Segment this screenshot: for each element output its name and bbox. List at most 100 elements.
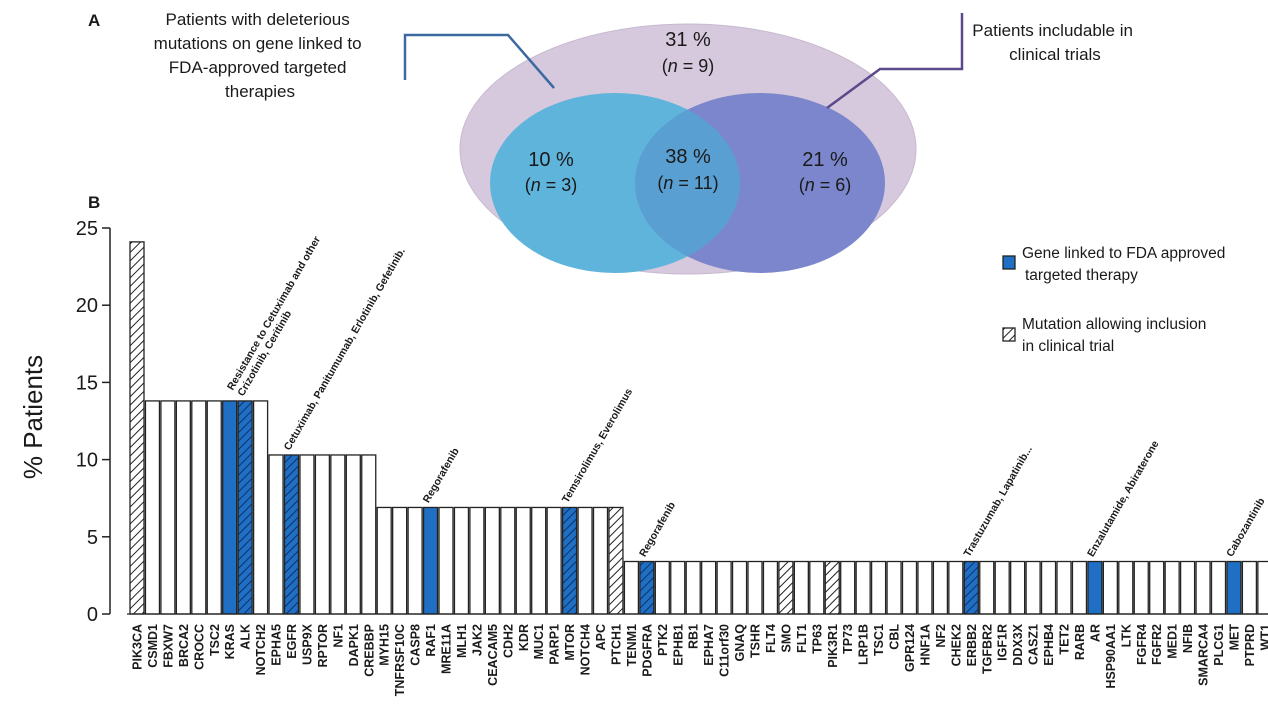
- x-tick-label: TSC1: [872, 624, 886, 656]
- y-tick-label: 15: [76, 372, 98, 394]
- bar-ptk2: [654, 560, 670, 615]
- annotation-text: Regorafenib: [421, 446, 462, 505]
- annotation-mtor: Temsirolimus, Everolimus: [560, 386, 635, 505]
- x-tick-label: KRAS: [223, 624, 237, 659]
- bar-tsc2: [206, 400, 222, 615]
- x-tick-label: IGF1R: [996, 624, 1010, 661]
- overlap-n: (n = 11): [657, 173, 718, 193]
- bar-tp63: [809, 560, 825, 615]
- bar-tp73: [840, 560, 856, 615]
- x-tick-label: PIK3CA: [131, 624, 145, 670]
- x-tick-label: GNAQ: [733, 624, 747, 662]
- bar-kdr: [515, 506, 531, 615]
- x-tick-label: MED1: [1166, 624, 1180, 659]
- x-tick-label: NOTCH2: [254, 624, 268, 675]
- bar-ephb1: [670, 560, 686, 615]
- x-tick-label: WT1: [1258, 624, 1268, 650]
- bar-met: [1226, 560, 1242, 615]
- annotation-erbb2: Trastuzumab, Lapatinib...: [962, 444, 1035, 559]
- x-tick-label: MTOR: [563, 624, 577, 661]
- bar-pik3r1: [824, 560, 840, 615]
- bar-casp8: [407, 506, 423, 615]
- x-tick-label: USP9X: [300, 623, 314, 665]
- x-tick-label: LRP1B: [857, 624, 871, 665]
- overlap-percent: 38 %: [665, 146, 711, 168]
- annotation-text: Cabozantinib: [1224, 496, 1267, 559]
- x-tick-label: SMO: [779, 624, 793, 653]
- bar-smo: [778, 560, 794, 615]
- right-only-n-value: 6: [835, 175, 845, 195]
- x-tick-label: TSHR: [749, 624, 763, 658]
- bar-fgfr2: [1149, 560, 1165, 615]
- x-tick-label: DDX3X: [1011, 623, 1025, 665]
- bar-tnfrsf10c: [391, 506, 408, 615]
- annotation-text: Resistance to Cetuximab and other: [225, 234, 323, 392]
- right-caption-connector: [826, 13, 964, 110]
- x-tick-label: PDGFRA: [640, 624, 654, 677]
- outer-n-value: 9: [698, 56, 708, 76]
- bar-mlh1: [453, 506, 470, 615]
- right-caption: Patients includable in clinical trials: [972, 21, 1137, 64]
- bar-notch2: [252, 400, 269, 615]
- outer-percent: 31 %: [665, 29, 711, 51]
- x-tick-label: CHEK2: [949, 624, 963, 666]
- x-tick-label: TET2: [1058, 624, 1072, 655]
- x-tick-label: ALK: [239, 624, 253, 650]
- left-only-n-value: 3: [561, 175, 571, 195]
- bar-cdh2: [500, 506, 516, 615]
- bar-mtor: [561, 506, 578, 615]
- x-tick-label: CASZ1: [1027, 624, 1041, 665]
- x-tick-label: NF1: [331, 624, 345, 648]
- x-tick-label: HSP90AA1: [1104, 624, 1118, 689]
- x-tick-label: TGFBR2: [980, 624, 994, 674]
- bar-cbl: [886, 560, 902, 615]
- x-tick-label: CASP8: [409, 624, 423, 666]
- x-tick-label: RPTOR: [316, 624, 330, 668]
- bar-apc: [592, 506, 609, 615]
- legend: Gene linked to FDA approved targeted ther…: [1002, 245, 1225, 355]
- bar-muc1: [531, 506, 547, 615]
- bar-raf1: [422, 506, 439, 615]
- bar-jak2: [469, 506, 485, 615]
- annotation-pdgfra: Regorafenib: [637, 500, 678, 559]
- x-tick-label: JAK2: [470, 624, 484, 656]
- bar-c11orf30: [716, 560, 732, 615]
- x-tick-label: TNFRSF10C: [393, 624, 407, 696]
- bar-ephb4: [1040, 560, 1057, 615]
- x-tick-label: AR: [1088, 624, 1102, 642]
- bar-pdgfra: [639, 560, 655, 615]
- bar-usp9x: [299, 454, 315, 615]
- left-caption-line: FDA-approved targeted: [169, 58, 347, 77]
- y-tick-label: 0: [87, 604, 98, 626]
- bar-brca2: [175, 400, 192, 615]
- x-tick-label: MLH1: [455, 624, 469, 658]
- x-tick-label: RAF1: [424, 624, 438, 657]
- left-caption-line: therapies: [225, 82, 295, 101]
- bar-csmd1: [144, 400, 161, 615]
- left-caption: Patients with deleterious mutations on g…: [154, 10, 367, 101]
- left-only-n: (n = 3): [525, 175, 578, 195]
- bar-med1: [1164, 560, 1180, 615]
- x-tick-label: NF2: [934, 624, 948, 648]
- x-tick-label: EPHA7: [702, 624, 716, 666]
- bar-hsp90aa1: [1102, 560, 1118, 615]
- bar-tet2: [1056, 560, 1072, 615]
- legend-label: Mutation allowing inclusion: [1022, 316, 1206, 333]
- bar-ptch1: [608, 506, 624, 615]
- x-tick-label: PTCH1: [609, 624, 623, 665]
- x-tick-label: BRCA2: [177, 624, 191, 667]
- annotation-alk: Resistance to Cetuximab and otherCrizoti…: [225, 234, 323, 398]
- x-tick-label: CEACAM5: [486, 624, 500, 686]
- x-tick-label: LTK: [1119, 624, 1133, 647]
- bar-fgfr4: [1133, 560, 1149, 615]
- bar-ceacam5: [484, 506, 501, 615]
- x-tick-label: FLT4: [764, 624, 778, 653]
- bar-gpr124: [901, 560, 918, 615]
- x-tick-label: RARB: [1073, 624, 1087, 660]
- x-tick-label: FGFR4: [1135, 624, 1149, 665]
- bar-kras: [222, 400, 238, 615]
- x-tick-label: PTK2: [656, 624, 670, 656]
- x-tick-label: APC: [594, 624, 608, 650]
- bar-ddx3x: [1010, 560, 1026, 615]
